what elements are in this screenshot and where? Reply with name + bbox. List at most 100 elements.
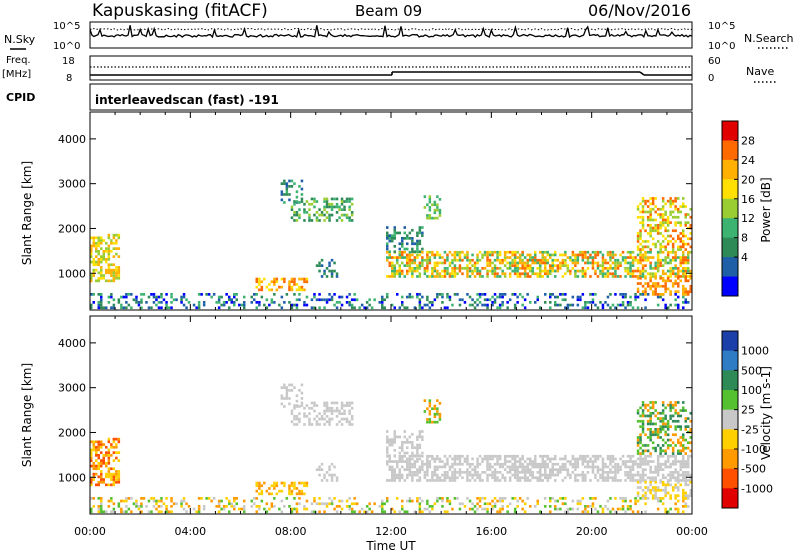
heatmap-cell <box>293 417 296 421</box>
heatmap-cell <box>549 306 552 310</box>
heatmap-cell <box>666 306 670 310</box>
heatmap-cell <box>446 499 449 503</box>
heatmap-cell <box>624 306 627 310</box>
heatmap-cell <box>641 199 645 203</box>
heatmap-cell <box>641 210 645 214</box>
heatmap-cell <box>689 215 692 219</box>
heatmap-cell <box>258 487 261 490</box>
heatmap-cell <box>255 505 258 508</box>
heatmap-cell <box>453 264 457 267</box>
heatmap-cell <box>97 306 100 310</box>
heatmap-cell <box>661 444 665 447</box>
heatmap-cell <box>285 386 289 389</box>
heatmap-cell <box>671 462 675 466</box>
heatmap-cell <box>290 280 294 284</box>
heatmap-cell <box>330 258 334 262</box>
heatmap-cell <box>546 272 549 276</box>
heatmap-cell <box>418 443 422 447</box>
heatmap-cell <box>280 394 284 398</box>
heatmap-cell <box>117 236 121 240</box>
heatmap-cell <box>493 479 497 482</box>
heatmap-cell <box>411 295 414 299</box>
heatmap-cell <box>413 460 417 463</box>
colorbar-segment <box>722 409 738 430</box>
heatmap-cell <box>451 267 454 270</box>
heatmap-cell <box>679 232 682 235</box>
heatmap-cell <box>175 502 178 506</box>
heatmap-cell <box>393 264 396 267</box>
heatmap-cell <box>646 293 650 296</box>
heatmap-cell <box>539 272 542 276</box>
heatmap-cell <box>503 293 507 296</box>
heatmap-cell <box>516 460 519 463</box>
heatmap-cell <box>453 479 457 482</box>
heatmap-cell <box>423 462 427 466</box>
heatmap-cell <box>255 293 258 296</box>
heatmap-cell <box>275 492 279 496</box>
heatmap-cell <box>255 285 258 289</box>
y-tick-label: 2000 <box>58 426 86 439</box>
heatmap-cell <box>574 275 577 278</box>
heatmap-cell <box>328 465 331 469</box>
heatmap-cell <box>350 197 354 201</box>
heatmap-cell <box>546 462 549 466</box>
heatmap-cell <box>579 298 582 302</box>
heatmap-cell <box>340 202 344 206</box>
heatmap-cell <box>654 409 657 412</box>
heatmap-cell <box>428 200 432 204</box>
heatmap-cell <box>458 253 462 257</box>
heatmap-cell <box>105 247 108 250</box>
heatmap-cell <box>584 454 587 458</box>
heatmap-cell <box>476 272 479 276</box>
heatmap-cell <box>569 258 572 262</box>
heatmap-cell <box>107 483 111 487</box>
heatmap-cell <box>641 218 645 222</box>
heatmap-cell <box>473 306 477 310</box>
heatmap-cell <box>458 471 462 474</box>
heatmap-cell <box>606 275 610 278</box>
heatmap-cell <box>599 264 602 267</box>
heatmap-cell <box>481 479 484 482</box>
heatmap-cell <box>644 229 647 233</box>
heatmap-cell <box>636 245 640 249</box>
heatmap-cell <box>641 256 645 259</box>
heatmap-cell <box>549 460 552 463</box>
heatmap-cell <box>654 468 657 471</box>
heatmap-cell <box>125 505 128 508</box>
heatmap-cell <box>636 205 640 208</box>
heatmap-cell <box>107 266 111 269</box>
heatmap-cell <box>551 462 554 466</box>
heatmap-cell <box>235 502 238 506</box>
heatmap-cell <box>521 499 524 503</box>
heatmap-cell <box>679 462 682 466</box>
heatmap-cell <box>596 275 600 278</box>
heatmap-cell <box>571 457 575 461</box>
heatmap-cell <box>656 433 660 437</box>
heatmap-cell <box>225 497 228 500</box>
heatmap-cell <box>438 460 442 463</box>
heatmap-cell <box>350 213 354 217</box>
heatmap-cell <box>253 497 256 500</box>
heatmap-cell <box>651 471 655 474</box>
heatmap-cell <box>674 199 677 203</box>
heatmap-cell <box>132 298 136 302</box>
heatmap-cell <box>350 306 354 310</box>
heatmap-cell <box>117 437 121 441</box>
heatmap-cell <box>290 507 294 511</box>
heatmap-cell <box>677 473 680 477</box>
heatmap-cell <box>636 479 640 482</box>
heatmap-cell <box>659 452 662 455</box>
heatmap-cell <box>544 250 547 254</box>
heatmap-cell <box>604 462 607 466</box>
heatmap-cell <box>393 468 396 471</box>
heatmap-cell <box>661 272 665 276</box>
heatmap-cell <box>135 301 138 304</box>
heatmap-cell <box>531 465 534 469</box>
heatmap-cell <box>438 412 442 416</box>
heatmap-cell <box>107 448 111 452</box>
heatmap-cell <box>666 242 670 246</box>
heatmap-cell <box>155 295 158 299</box>
heatmap-cell <box>516 505 519 508</box>
heatmap-cell <box>679 248 682 251</box>
heatmap-cell <box>654 282 657 285</box>
